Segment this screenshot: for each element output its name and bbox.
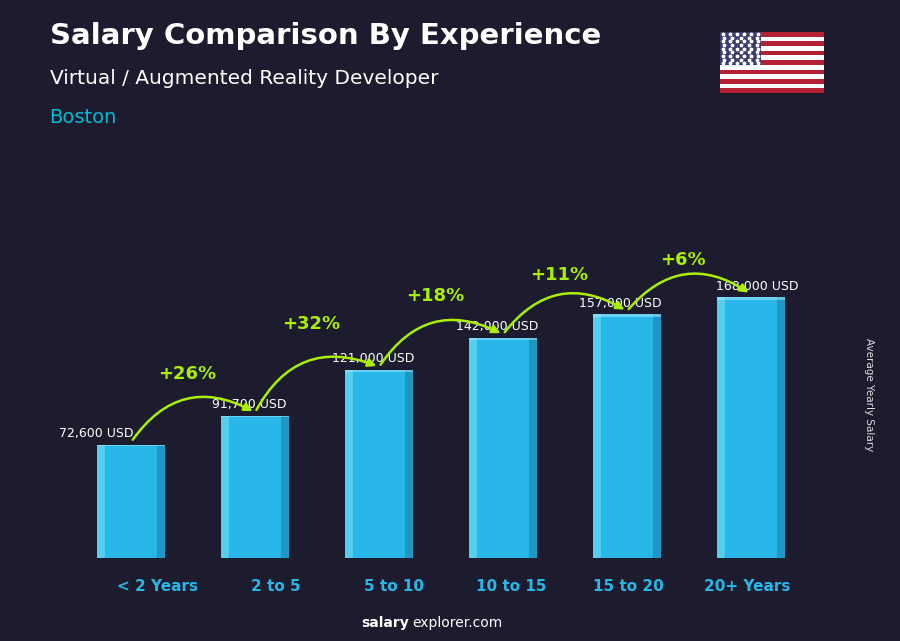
Bar <box>720 46 824 51</box>
Bar <box>281 415 289 558</box>
Bar <box>777 297 785 558</box>
Text: +6%: +6% <box>660 251 706 269</box>
Text: 168,000 USD: 168,000 USD <box>716 279 798 292</box>
Text: Virtual / Augmented Reality Developer: Virtual / Augmented Reality Developer <box>50 69 438 88</box>
Bar <box>720 37 824 42</box>
Text: salary: salary <box>362 616 410 630</box>
Text: < 2 Years: < 2 Years <box>117 579 198 594</box>
Bar <box>345 370 413 372</box>
Bar <box>720 65 824 69</box>
Bar <box>593 314 601 558</box>
Bar <box>720 51 824 56</box>
Text: 15 to 20: 15 to 20 <box>593 579 663 594</box>
Text: explorer.com: explorer.com <box>412 616 502 630</box>
Text: 5 to 10: 5 to 10 <box>364 579 424 594</box>
FancyBboxPatch shape <box>345 370 413 558</box>
Text: 10 to 15: 10 to 15 <box>476 579 546 594</box>
FancyBboxPatch shape <box>469 338 537 558</box>
Bar <box>720 32 824 37</box>
Text: +32%: +32% <box>282 315 340 333</box>
Text: +26%: +26% <box>158 365 216 383</box>
Bar <box>469 338 477 558</box>
Bar <box>720 83 824 88</box>
Bar <box>469 338 537 340</box>
Text: 20+ Years: 20+ Years <box>704 579 790 594</box>
Text: 91,700 USD: 91,700 USD <box>212 398 286 411</box>
Bar <box>720 69 824 74</box>
Bar <box>158 445 166 558</box>
Bar <box>720 60 824 65</box>
Bar <box>529 338 537 558</box>
Bar <box>593 314 661 317</box>
Bar <box>345 370 353 558</box>
FancyBboxPatch shape <box>97 445 166 558</box>
Bar <box>405 370 413 558</box>
Bar <box>221 415 289 417</box>
Text: 142,000 USD: 142,000 USD <box>455 320 538 333</box>
Text: +11%: +11% <box>530 266 588 284</box>
Bar <box>716 297 785 301</box>
Bar <box>97 445 105 558</box>
Bar <box>720 88 824 93</box>
Text: Boston: Boston <box>50 108 117 127</box>
Bar <box>221 415 230 558</box>
Text: 157,000 USD: 157,000 USD <box>580 297 662 310</box>
FancyBboxPatch shape <box>221 415 289 558</box>
Bar <box>97 445 166 447</box>
Text: 2 to 5: 2 to 5 <box>251 579 302 594</box>
Bar <box>716 297 725 558</box>
Text: Average Yearly Salary: Average Yearly Salary <box>863 338 874 451</box>
Text: 121,000 USD: 121,000 USD <box>331 353 414 365</box>
FancyBboxPatch shape <box>716 297 785 558</box>
Bar <box>720 42 824 46</box>
Bar <box>720 32 761 65</box>
Bar <box>720 79 824 83</box>
Text: +18%: +18% <box>406 287 464 304</box>
Bar <box>652 314 661 558</box>
Bar <box>720 74 824 79</box>
Text: Salary Comparison By Experience: Salary Comparison By Experience <box>50 22 601 51</box>
Text: 72,600 USD: 72,600 USD <box>59 428 134 440</box>
Bar <box>720 56 824 60</box>
FancyBboxPatch shape <box>593 314 661 558</box>
